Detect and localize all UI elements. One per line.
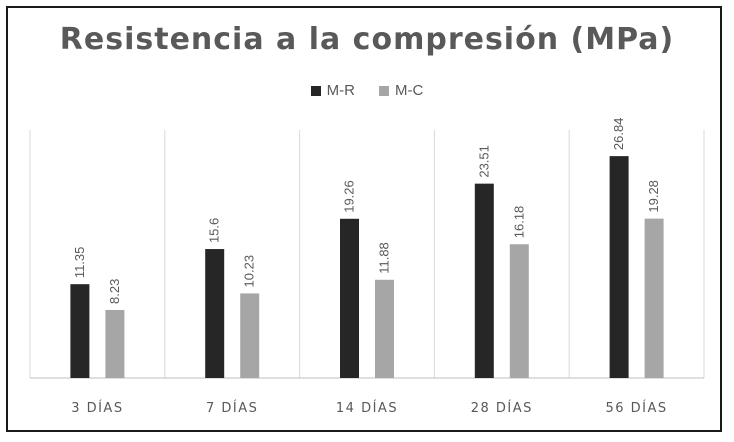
data-label-m-r-2: 15.6 [207,218,222,243]
bar-m-r-3 [340,218,359,378]
bar-m-c-3 [375,279,394,378]
legend-item-m-c: M-C [379,82,423,99]
data-label-m-r-4: 23.51 [476,145,491,178]
legend-swatch-m-c [379,85,389,96]
data-label-m-c-5: 19.28 [646,180,661,213]
legend-label-m-r: M-R [326,82,355,99]
bar-m-c-1 [105,309,125,378]
x-tick-label: 28 DÍAS [471,400,533,416]
legend-swatch-m-r [310,85,321,96]
legend-label-m-c: M-C [395,82,424,99]
data-label-m-r-3: 19.26 [342,180,357,213]
data-label-m-c-1: 8.23 [107,279,122,304]
legend: M-R M-C [0,82,734,99]
data-label-m-c-3: 11.88 [377,242,392,274]
legend-item-m-r: M-R [310,82,355,99]
data-label-m-r-1: 11.35 [72,247,87,279]
chart-frame [6,6,722,432]
bar-m-r-2 [205,249,225,378]
x-tick-label: 56 DÍAS [606,400,668,416]
bar-m-r-5 [609,156,629,378]
data-label-m-c-2: 10.23 [242,255,257,288]
x-tick-label: 3 DÍAS [71,400,123,416]
bar-m-r-4 [474,183,494,378]
x-tick-label: 7 DÍAS [206,400,258,416]
bar-m-c-4 [509,244,529,378]
bar-m-c-2 [240,293,260,378]
bar-m-c-5 [644,218,664,378]
chart-title: Resistencia a la compresión (MPa) [59,22,675,57]
bar-m-r-1 [70,284,90,378]
x-tick-label: 14 DÍAS [336,400,398,416]
data-label-m-r-5: 26.84 [611,118,626,151]
data-label-m-c-4: 16.18 [511,206,526,239]
